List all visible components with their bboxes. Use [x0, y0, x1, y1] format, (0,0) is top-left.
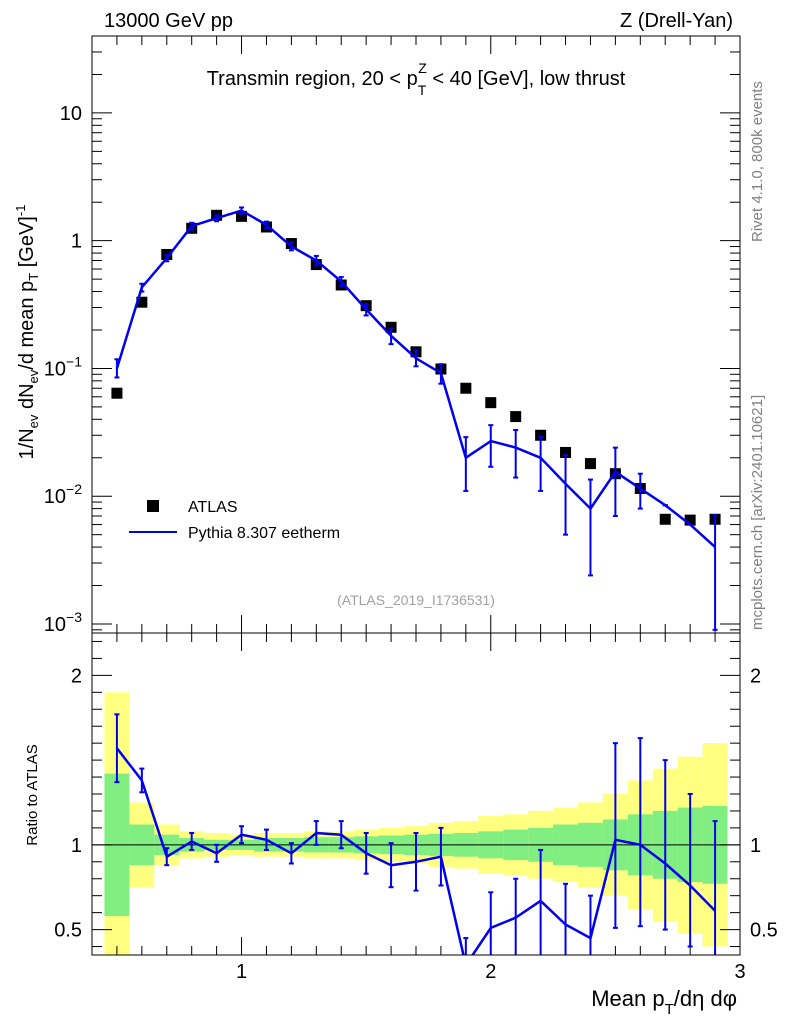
- atlas-data-point: [460, 382, 472, 394]
- ratio-y-tick-label: 2: [71, 665, 82, 687]
- mcplots-label: mcplots.cern.ch [arXiv:2401.10621]: [749, 395, 766, 630]
- y-tick-label: 1: [71, 231, 82, 253]
- analysis-watermark: (ATLAS_2019_I1736531): [337, 592, 495, 608]
- y-tick-label: 10: [60, 103, 82, 125]
- main-frame: [91, 35, 741, 634]
- x-axis-label: Mean pT/dη dφ: [591, 986, 737, 1018]
- main-y-axis-label: 1/Nev dNev/d mean pT [GeV]-1: [13, 205, 41, 460]
- ratio-y-axis-label: Ratio to ATLAS: [24, 744, 41, 845]
- ratio-y-tick-label-right: 1: [750, 835, 761, 857]
- atlas-data-point: [485, 397, 497, 409]
- atlas-data-point: [385, 321, 397, 333]
- x-tick-label: 2: [485, 961, 496, 983]
- legend-pythia-label: Pythia 8.307 eetherm: [188, 525, 340, 542]
- rivet-version-label: Rivet 4.1.0, 800k events: [749, 81, 766, 242]
- atlas-data-point: [535, 429, 547, 441]
- legend-atlas-marker: [147, 500, 159, 512]
- ratio-y-tick-label: 0.5: [54, 920, 82, 942]
- atlas-data-point: [684, 514, 696, 526]
- atlas-data-point: [236, 210, 248, 222]
- y-tick-label: 10−2: [44, 481, 82, 508]
- ratio-y-tick-label-right: 0.5: [750, 920, 778, 942]
- plot-title: Transmin region, 20 < pTZ < 40 [GeV], lo…: [207, 60, 626, 98]
- atlas-data-point: [560, 446, 572, 458]
- main-panel: Transmin region, 20 < pTZ < 40 [GeV], lo…: [13, 35, 741, 636]
- ratio-frame: [91, 632, 741, 956]
- atlas-data-point: [136, 296, 148, 308]
- atlas-data-point: [659, 513, 671, 525]
- header-left: 13000 GeV pp: [104, 10, 233, 32]
- ratio-panel: 2 2 1 1 0.5 0.5 1 2 3 Ratio to ATLAS Mean pT/dη …: [24, 633, 778, 1018]
- x-tick-label: 3: [734, 961, 745, 983]
- ratio-y-tick-label-right: 2: [750, 665, 761, 687]
- atlas-data-point: [584, 458, 596, 470]
- y-tick-label: 10−3: [44, 609, 82, 636]
- atlas-data-point: [111, 387, 123, 399]
- ratio-y-tick-label: 1: [71, 835, 82, 857]
- pythia-line: [115, 209, 716, 549]
- atlas-data-point: [510, 411, 522, 423]
- ratio-line: [115, 747, 716, 955]
- legend-atlas-label: ATLAS: [188, 499, 238, 516]
- x-tick-label: 1: [236, 961, 247, 983]
- header-right: Z (Drell-Yan): [620, 10, 733, 32]
- y-tick-label: 10−1: [44, 353, 82, 380]
- legend: ATLAS Pythia 8.307 eetherm: [129, 499, 340, 542]
